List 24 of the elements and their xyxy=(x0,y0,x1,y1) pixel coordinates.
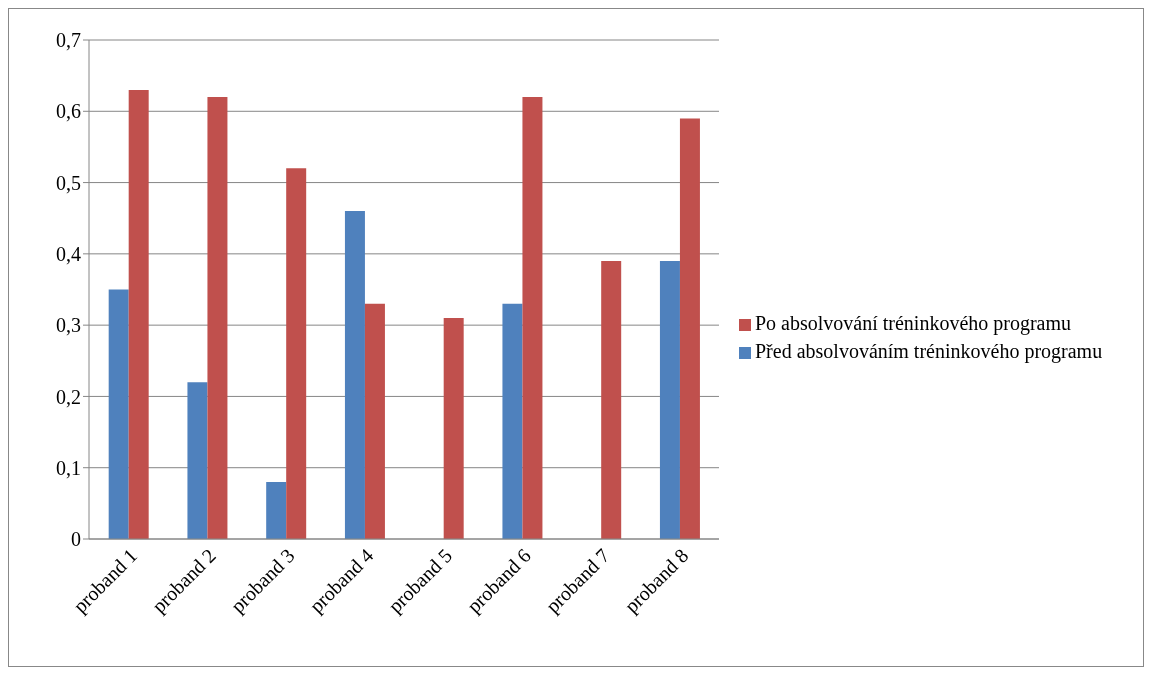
y-tick-label: 0,4 xyxy=(56,242,81,265)
bar xyxy=(502,303,523,539)
y-tick-label: 0,5 xyxy=(56,171,81,194)
bar xyxy=(522,97,543,539)
bar xyxy=(344,211,365,539)
bar xyxy=(679,118,700,539)
y-tick-label: 0,3 xyxy=(56,314,81,337)
bar xyxy=(443,318,464,539)
bar xyxy=(266,481,287,539)
legend-label: Před absolvováním tréninkového programu xyxy=(755,339,1103,362)
bar xyxy=(128,89,149,539)
y-tick-label: 0 xyxy=(71,528,81,551)
bar xyxy=(187,382,208,539)
y-tick-label: 0,1 xyxy=(56,456,81,479)
legend-label: Po absolvování tréninkového programu xyxy=(755,311,1072,334)
y-tick-label: 0,6 xyxy=(56,100,81,123)
bar xyxy=(108,289,129,539)
bar xyxy=(207,97,228,539)
bar xyxy=(364,303,385,539)
bar xyxy=(286,168,307,539)
bar xyxy=(601,260,622,539)
bar xyxy=(659,260,680,539)
y-tick-label: 0,2 xyxy=(56,385,81,408)
y-tick-label: 0,7 xyxy=(56,29,81,52)
